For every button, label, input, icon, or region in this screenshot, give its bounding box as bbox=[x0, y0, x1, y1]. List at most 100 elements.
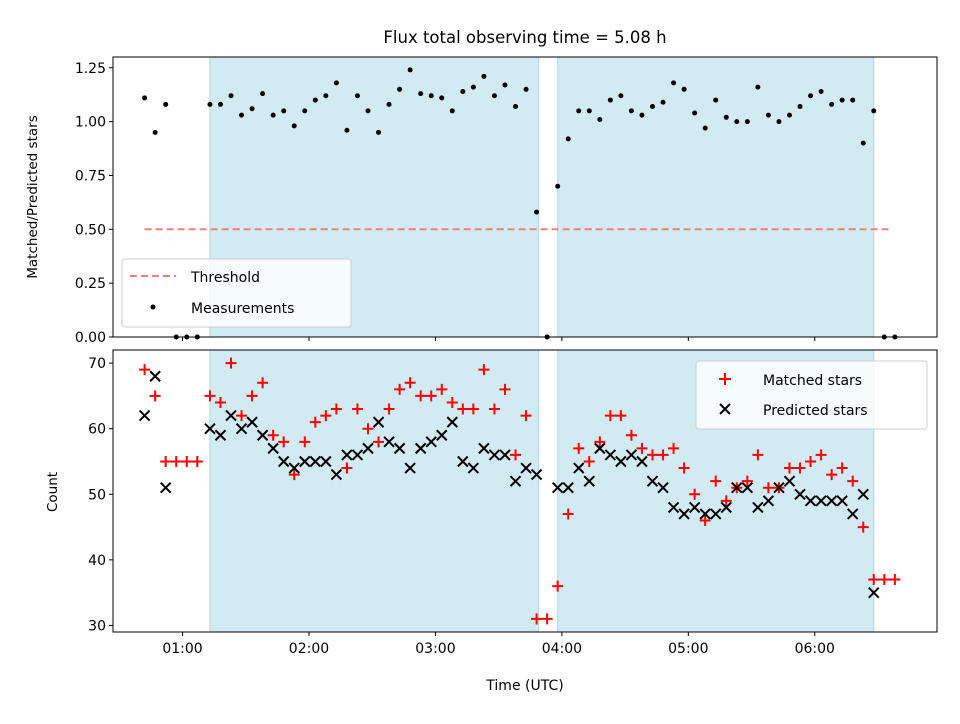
predicted-point-27 bbox=[457, 455, 469, 468]
predicted-point-9 bbox=[267, 442, 279, 455]
measurement-point-63 bbox=[808, 93, 814, 99]
matched-point-18 bbox=[330, 403, 342, 415]
measurement-point-59 bbox=[765, 112, 771, 118]
predicted-point-39 bbox=[594, 442, 606, 455]
predicted-point-22 bbox=[404, 462, 416, 474]
x-tick-label-4: 05:00 bbox=[668, 641, 708, 657]
matched-point-29 bbox=[446, 396, 458, 408]
measurement-point-58 bbox=[755, 84, 761, 90]
ratio-y-axis-label: Matched/Predicted stars bbox=[25, 115, 41, 278]
predicted-point-30 bbox=[488, 449, 501, 461]
measurement-point-46 bbox=[628, 108, 634, 114]
measurement-point-6 bbox=[207, 101, 213, 107]
predicted-point-6 bbox=[235, 422, 248, 435]
measurement-point-13 bbox=[281, 108, 287, 114]
matched-point-0 bbox=[139, 364, 151, 376]
predicted-point-54 bbox=[752, 501, 764, 514]
matched-point-15 bbox=[299, 436, 311, 448]
measurement-point-0 bbox=[142, 95, 148, 101]
matched-point-61 bbox=[783, 462, 795, 474]
measurement-point-39 bbox=[555, 183, 561, 189]
predicted-point-36 bbox=[562, 482, 574, 494]
predicted-point-59 bbox=[804, 495, 817, 507]
measurement-point-52 bbox=[692, 110, 698, 116]
predicted-point-24 bbox=[425, 436, 437, 448]
ratio-panel-frame bbox=[112, 56, 938, 338]
predicted-point-33 bbox=[520, 462, 532, 474]
measurement-point-2 bbox=[163, 101, 169, 107]
predicted-point-61 bbox=[825, 495, 838, 507]
matched-point-35 bbox=[510, 449, 522, 461]
measurement-point-25 bbox=[407, 67, 413, 73]
measurement-point-18 bbox=[333, 80, 339, 86]
matched-point-10 bbox=[246, 390, 258, 402]
matched-point-55 bbox=[720, 495, 732, 507]
predicted-point-40 bbox=[604, 449, 617, 461]
measurement-point-44 bbox=[607, 97, 613, 103]
matched-point-46 bbox=[625, 429, 637, 441]
predicted-point-20 bbox=[383, 436, 395, 448]
measurement-point-51 bbox=[681, 86, 687, 92]
matched-point-69 bbox=[868, 574, 880, 586]
measurement-point-37 bbox=[534, 209, 540, 215]
matched-point-65 bbox=[826, 469, 838, 481]
x-tick-label-3: 04:00 bbox=[542, 641, 582, 657]
matched-point-37 bbox=[531, 613, 543, 625]
legend-matched-swatch bbox=[719, 373, 731, 385]
predicted-point-41 bbox=[615, 455, 627, 468]
predicted-point-63 bbox=[846, 508, 859, 520]
matched-point-3 bbox=[170, 455, 182, 467]
predicted-point-44 bbox=[646, 475, 659, 487]
predicted-point-3 bbox=[204, 422, 216, 435]
count-panel: 30 40 50 60 70 01:00 02:00 03:00 04:00 05:00 06:00… bbox=[45, 349, 938, 694]
predicted-point-57 bbox=[783, 475, 796, 487]
predicted-point-38 bbox=[583, 475, 595, 487]
measurement-point-21 bbox=[365, 108, 371, 114]
matched-point-7 bbox=[214, 396, 226, 408]
predicted-point-56 bbox=[773, 482, 785, 494]
predicted-point-62 bbox=[836, 495, 848, 507]
matched-point-39 bbox=[552, 580, 564, 592]
ratio-legend: Threshold Measurements bbox=[121, 258, 352, 328]
measurement-point-26 bbox=[418, 91, 424, 97]
matched-point-45 bbox=[615, 410, 627, 422]
predicted-point-45 bbox=[657, 482, 669, 494]
predicted-point-34 bbox=[530, 468, 543, 481]
predicted-point-26 bbox=[446, 416, 459, 428]
predicted-point-14 bbox=[320, 455, 332, 468]
matched-point-50 bbox=[668, 442, 680, 454]
matched-point-64 bbox=[815, 449, 827, 461]
matched-point-66 bbox=[836, 462, 848, 474]
y-tick-label-0-3: 0.75 bbox=[75, 168, 106, 184]
measurement-point-40 bbox=[565, 136, 571, 142]
predicted-point-35 bbox=[551, 482, 564, 494]
x-tick-label-2: 03:00 bbox=[415, 641, 455, 657]
measurement-point-45 bbox=[618, 93, 624, 99]
matched-point-70 bbox=[878, 574, 890, 586]
measurement-point-41 bbox=[576, 108, 582, 114]
matched-point-20 bbox=[351, 403, 363, 415]
matched-point-44 bbox=[604, 410, 616, 422]
matched-point-8 bbox=[225, 357, 237, 369]
matched-point-9 bbox=[236, 410, 248, 422]
predicted-point-31 bbox=[499, 449, 511, 461]
y-tick-label-0-4: 1.00 bbox=[75, 115, 106, 131]
measurement-point-34 bbox=[502, 82, 508, 88]
measurement-point-31 bbox=[470, 84, 476, 90]
legend-measurements-swatch bbox=[150, 304, 156, 310]
matched-point-47 bbox=[636, 442, 648, 454]
measurement-point-60 bbox=[776, 119, 782, 125]
matched-point-33 bbox=[488, 403, 500, 415]
measurement-point-22 bbox=[376, 129, 382, 135]
matched-point-1 bbox=[149, 390, 161, 402]
measurement-point-61 bbox=[786, 112, 792, 118]
matched-point-34 bbox=[499, 383, 511, 395]
matched-point-27 bbox=[425, 390, 437, 402]
count-legend-box bbox=[695, 360, 928, 430]
matched-point-23 bbox=[383, 403, 395, 415]
y-tick-label-0-1: 0.25 bbox=[75, 276, 106, 292]
measurement-point-28 bbox=[439, 95, 445, 101]
count-panel-frame bbox=[112, 349, 938, 633]
matched-point-31 bbox=[467, 403, 479, 415]
predicted-point-51 bbox=[720, 501, 732, 514]
